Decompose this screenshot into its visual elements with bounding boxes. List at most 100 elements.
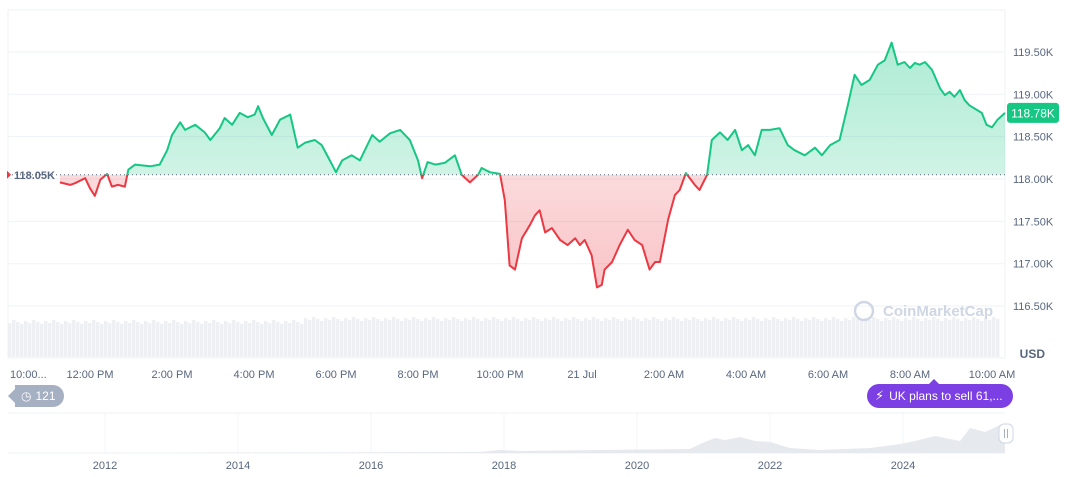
- volume-bar: [72, 320, 76, 357]
- volume-bar: [632, 317, 636, 357]
- volume-bar: [700, 321, 704, 357]
- volume-bar: [664, 318, 668, 357]
- volume-bar: [596, 319, 600, 357]
- volume-bar: [384, 318, 388, 357]
- volume-bar: [220, 324, 224, 357]
- volume-bar: [316, 319, 320, 357]
- volume-bar: [936, 319, 940, 357]
- volume-bar: [772, 317, 776, 357]
- volume-bar: [132, 320, 136, 357]
- y-tick-label: 118.00K: [1013, 174, 1054, 186]
- volume-bar: [508, 320, 512, 357]
- plot-frame: [7, 9, 1006, 359]
- volume-bar: [332, 317, 336, 357]
- history-badge[interactable]: ◷ 121: [8, 385, 64, 407]
- volume-bar: [552, 317, 556, 357]
- volume-bar: [20, 324, 24, 357]
- y-tick-label: 117.50K: [1013, 216, 1054, 228]
- volume-bar: [964, 318, 968, 357]
- volume-bar: [248, 323, 252, 357]
- volume-bar: [944, 318, 948, 357]
- volume-bar: [224, 321, 228, 357]
- volume-bar: [660, 321, 664, 357]
- volume-bar: [328, 320, 332, 357]
- x-tick-label: 10:00...: [10, 369, 47, 381]
- badge-pointer: [8, 389, 15, 403]
- x-tick-label: 2:00 AM: [644, 369, 684, 381]
- volume-bar: [952, 317, 956, 357]
- volume-bar: [824, 318, 828, 357]
- navigator-year-label: 2020: [625, 460, 649, 472]
- volume-bar: [448, 320, 452, 357]
- navigator-year-label: 2024: [891, 460, 915, 472]
- volume-bar: [356, 319, 360, 357]
- baseline-label: 118.05K: [7, 170, 55, 182]
- volume-bar: [140, 324, 144, 357]
- volume-bar: [868, 320, 872, 357]
- volume-bar: [812, 317, 816, 357]
- volume-bar: [800, 321, 804, 357]
- navigator[interactable]: 2012 2014 2016 2018 2020 2022 2024: [8, 412, 1014, 472]
- volume-bar: [928, 320, 932, 357]
- watermark-text: CoinMarketCap: [883, 303, 993, 320]
- volume-bar: [124, 321, 128, 357]
- volume-bar: [388, 320, 392, 357]
- volume-bar: [684, 318, 688, 357]
- navigator-handle[interactable]: [998, 423, 1014, 444]
- volume-bar: [912, 317, 916, 357]
- volume-bar: [304, 318, 308, 357]
- news-badge[interactable]: ⚡︎ UK plans to sell 61,...: [867, 379, 1013, 408]
- volume-bar: [488, 320, 492, 357]
- volume-bar: [180, 324, 184, 357]
- volume-bar: [948, 320, 952, 357]
- volume-bar: [704, 318, 708, 357]
- x-tick-label: 10:00 AM: [969, 369, 1015, 381]
- volume-bar: [464, 318, 468, 357]
- navigator-year-label: 2018: [492, 460, 516, 472]
- y-tick-label: 118.50K: [1013, 132, 1054, 144]
- volume-bar: [272, 320, 276, 357]
- volume-bar: [760, 321, 764, 357]
- volume-bar: [380, 321, 384, 357]
- volume-bar: [156, 322, 160, 357]
- volume-bar: [264, 321, 268, 357]
- volume-bar: [996, 319, 1000, 357]
- volume-bar: [676, 319, 680, 357]
- volume-bar: [108, 323, 112, 357]
- volume-bar: [808, 320, 812, 357]
- volume-bar: [960, 321, 964, 357]
- volume-bar: [600, 321, 604, 357]
- volume-bar: [392, 317, 396, 357]
- volume-bar: [864, 318, 868, 357]
- x-tick-label: 10:00 PM: [476, 369, 523, 381]
- volume-bar: [440, 321, 444, 357]
- volume-bar: [24, 321, 28, 357]
- volume-bar: [608, 320, 612, 357]
- volume-bar: [284, 321, 288, 357]
- volume-bar: [880, 321, 884, 357]
- volume-bar: [540, 321, 544, 357]
- volume-bar: [200, 324, 204, 357]
- volume-bar: [712, 317, 716, 357]
- volume-bar: [260, 324, 264, 357]
- y-tick-label: 117.00K: [1013, 259, 1054, 271]
- volume-bar: [544, 318, 548, 357]
- history-count: 121: [35, 389, 56, 403]
- volume-bar: [424, 318, 428, 357]
- volume-bar: [732, 317, 736, 357]
- volume-bar: [152, 320, 156, 357]
- volume-bar: [228, 323, 232, 357]
- volume-bar: [904, 318, 908, 357]
- volume-bar: [480, 321, 484, 357]
- volume-bar: [592, 317, 596, 357]
- volume-bar: [644, 318, 648, 357]
- volume-bar: [896, 319, 900, 357]
- x-tick-label: 6:00 PM: [316, 369, 357, 381]
- lightning-icon: ⚡︎: [875, 388, 885, 403]
- volume-bar: [756, 319, 760, 357]
- currency-label: USD: [1020, 347, 1046, 361]
- volume-bar: [524, 318, 528, 357]
- volume-bar: [768, 320, 772, 357]
- volume-bar: [744, 318, 748, 357]
